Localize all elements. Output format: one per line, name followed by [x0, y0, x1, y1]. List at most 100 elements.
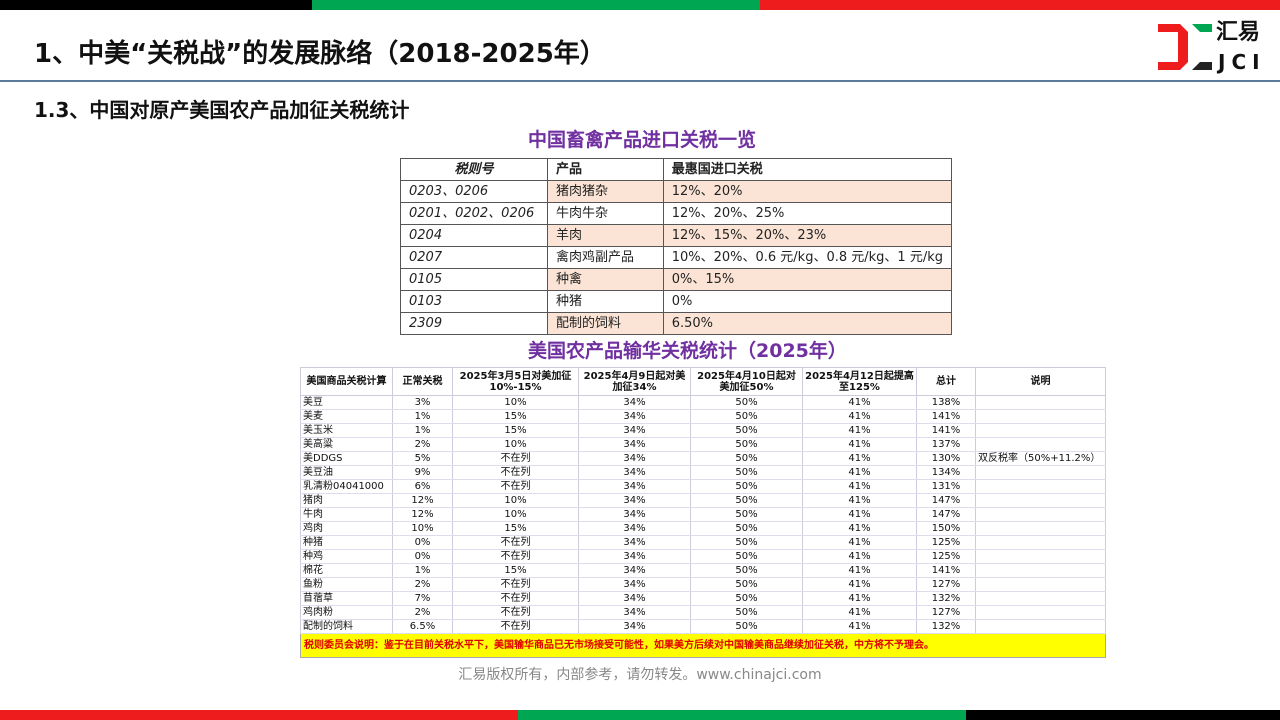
table-row: 鸡肉粉 2% 不在列 34% 50% 41% 127% — [300, 605, 1106, 620]
tariff-apr9: 34% — [578, 437, 691, 452]
remark: 双反税率（50%+11.2%） — [975, 451, 1106, 466]
col-header: 2025年4月12日起提高至125% — [802, 367, 917, 396]
normal-tariff: 2% — [392, 437, 453, 452]
normal-tariff: 12% — [392, 507, 453, 522]
mfn-rate: 12%、15%、20%、23% — [662, 224, 953, 247]
col-header: 最惠国进口关税 — [662, 158, 953, 181]
table-row: 鸡肉 10% 15% 34% 50% 41% 150% — [300, 521, 1106, 536]
table-row: 美玉米 1% 15% 34% 50% 41% 141% — [300, 423, 1106, 438]
tariff-commission-note: 税则委员会说明：鉴于在目前关税水平下，美国输华商品已无市场接受可能性，如果美方后… — [300, 633, 1106, 658]
tariff-apr10: 50% — [690, 605, 803, 620]
table-row: 0203、0206 猪肉猪杂 12%、20% — [400, 180, 953, 203]
tariff-apr10: 50% — [690, 423, 803, 438]
tariff-code: 0103 — [400, 290, 548, 313]
total: 132% — [916, 619, 976, 634]
mfn-rate: 0%、15% — [662, 268, 953, 291]
normal-tariff: 6% — [392, 479, 453, 494]
commodity: 牛肉 — [300, 507, 393, 522]
tariff-code: 0201、0202、0206 — [400, 202, 548, 225]
commodity: 美高粱 — [300, 437, 393, 452]
remark — [975, 493, 1106, 508]
tariff-mar5: 不在列 — [452, 619, 579, 634]
total: 141% — [916, 563, 976, 578]
tariff-apr12: 41% — [802, 549, 917, 564]
commodity: 美DDGS — [300, 451, 393, 466]
table-row: 0105 种禽 0%、15% — [400, 268, 953, 291]
tariff-apr9: 34% — [578, 577, 691, 592]
tariff-apr12: 41% — [802, 577, 917, 592]
product-name: 种禽 — [546, 268, 664, 291]
total: 137% — [916, 437, 976, 452]
tariff-apr9: 34% — [578, 465, 691, 480]
tariff-mar5: 15% — [452, 409, 579, 424]
remark — [975, 521, 1106, 536]
normal-tariff: 1% — [392, 409, 453, 424]
livestock-tariff-table: 税则号 产品 最惠国进口关税 0203、0206 猪肉猪杂 12%、20% 0201、… — [400, 158, 953, 335]
tariff-apr12: 41% — [802, 409, 917, 424]
tariff-apr9: 34% — [578, 451, 691, 466]
page-title: 1、中美“关税战”的发展脉络（2018-2025年） — [34, 39, 606, 69]
tariff-apr12: 41% — [802, 479, 917, 494]
mfn-rate: 12%、20% — [662, 180, 953, 203]
commodity: 乳清粉04041000 — [300, 479, 393, 494]
total: 138% — [916, 395, 976, 410]
normal-tariff: 0% — [392, 549, 453, 564]
normal-tariff: 5% — [392, 451, 453, 466]
table-row: 美豆油 9% 不在列 34% 50% 41% 134% — [300, 465, 1106, 480]
remark — [975, 577, 1106, 592]
product-name: 猪肉猪杂 — [546, 180, 664, 203]
tariff-mar5: 不在列 — [452, 451, 579, 466]
total: 141% — [916, 409, 976, 424]
col-header: 2025年3月5日对美加征10%-15% — [452, 367, 579, 396]
tariff-apr9: 34% — [578, 605, 691, 620]
tariff-mar5: 不在列 — [452, 465, 579, 480]
remark — [975, 479, 1106, 494]
remark — [975, 465, 1106, 480]
logo-text-en: JCI — [1218, 50, 1266, 74]
bottom-bar-black — [966, 710, 1280, 720]
remark — [975, 535, 1106, 550]
tariff-apr10: 50% — [690, 507, 803, 522]
top-bar-red — [760, 0, 1280, 10]
tariff-apr9: 34% — [578, 591, 691, 606]
tariff-mar5: 10% — [452, 437, 579, 452]
table-row: 0201、0202、0206 牛肉牛杂 12%、20%、25% — [400, 202, 953, 225]
commodity: 鸡肉 — [300, 521, 393, 536]
bottom-bar-red — [0, 710, 518, 720]
tariff-apr9: 34% — [578, 563, 691, 578]
tariff-apr12: 41% — [802, 619, 917, 634]
tariff-code: 0204 — [400, 224, 548, 247]
mfn-rate: 12%、20%、25% — [662, 202, 953, 225]
normal-tariff: 1% — [392, 563, 453, 578]
normal-tariff: 7% — [392, 591, 453, 606]
table-row: 种猪 0% 不在列 34% 50% 41% 125% — [300, 535, 1106, 550]
table-row: 2309 配制的饲料 6.50% — [400, 312, 953, 335]
tariff-mar5: 10% — [452, 493, 579, 508]
commodity: 美麦 — [300, 409, 393, 424]
commodity: 种鸡 — [300, 549, 393, 564]
col-header: 总计 — [916, 367, 976, 396]
tariff-apr12: 41% — [802, 395, 917, 410]
table-row: 美麦 1% 15% 34% 50% 41% 141% — [300, 409, 1106, 424]
commodity: 配制的饲料 — [300, 619, 393, 634]
tariff-apr9: 34% — [578, 409, 691, 424]
total: 150% — [916, 521, 976, 536]
tariff-apr10: 50% — [690, 409, 803, 424]
total: 125% — [916, 535, 976, 550]
tariff-apr10: 50% — [690, 437, 803, 452]
table-row: 牛肉 12% 10% 34% 50% 41% 147% — [300, 507, 1106, 522]
tariff-apr12: 41% — [802, 423, 917, 438]
tariff-apr10: 50% — [690, 451, 803, 466]
tariff-mar5: 不在列 — [452, 549, 579, 564]
table-row: 0204 羊肉 12%、15%、20%、23% — [400, 224, 953, 247]
remark — [975, 563, 1106, 578]
col-header: 2025年4月10日起对美加征50% — [690, 367, 803, 396]
table-row: 美高粱 2% 10% 34% 50% 41% 137% — [300, 437, 1106, 452]
total: 127% — [916, 577, 976, 592]
tariff-apr12: 41% — [802, 465, 917, 480]
tariff-apr9: 34% — [578, 549, 691, 564]
commodity: 鱼粉 — [300, 577, 393, 592]
tariff-apr10: 50% — [690, 479, 803, 494]
total: 134% — [916, 465, 976, 480]
normal-tariff: 3% — [392, 395, 453, 410]
